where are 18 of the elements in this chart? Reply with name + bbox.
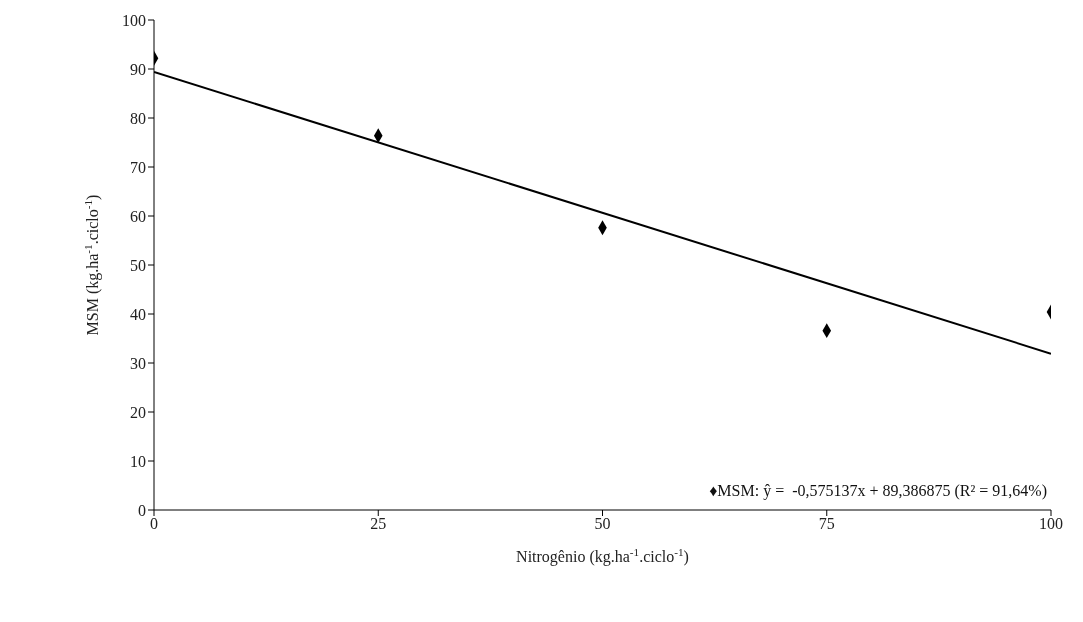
x-tick-label: 100	[1039, 515, 1063, 533]
y-tick-label: 80	[130, 109, 146, 127]
y-tick-label: 70	[130, 158, 146, 176]
x-tick-label: 50	[594, 515, 611, 533]
x-axis-title: Nitrogênio (kg.ha$^{-1}$.ciclo$^{-1}$)	[516, 546, 689, 566]
y-tick-label: 20	[130, 403, 146, 421]
y-tick-label: 50	[130, 256, 146, 274]
y-tick-label: 0	[138, 501, 146, 519]
annotation: ♦MSM: ŷ = -0,575137x + 89,386875 (R² = 91,64%)	[709, 482, 1047, 500]
y-tick-label: 100	[122, 11, 146, 29]
y-tick-label: 40	[130, 305, 146, 323]
x-tick-label: 0	[150, 515, 158, 533]
y-tick-label: 10	[130, 452, 146, 470]
x-tick-label: 75	[818, 515, 835, 533]
y-tick-label: 90	[130, 60, 146, 78]
y-tick-label: 60	[130, 207, 146, 225]
y-tick-label: 30	[130, 354, 146, 372]
x-tick-label: 25	[370, 515, 387, 533]
